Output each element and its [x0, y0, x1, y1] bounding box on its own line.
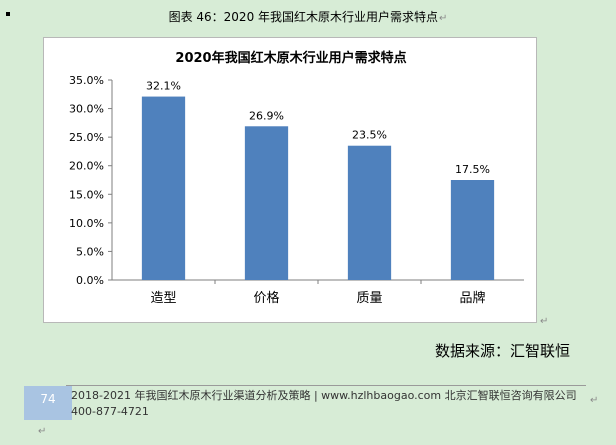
x-tick-label: 质量: [356, 291, 382, 306]
data-label: 32.1%: [146, 80, 181, 93]
page-number: 74: [40, 392, 56, 406]
bar: [141, 96, 186, 280]
y-tick-label: 25.0%: [69, 131, 104, 144]
data-source: 数据来源：汇智联恒: [434, 342, 570, 360]
bar: [244, 126, 289, 281]
y-tick-label: 5.0%: [76, 245, 104, 258]
y-tick-label: 20.0%: [69, 160, 104, 173]
paragraph-mark: ↵: [540, 316, 549, 327]
footer-divider: [66, 385, 586, 386]
data-label: 26.9%: [249, 109, 284, 122]
chart-title: 2020年我国红木原木行业用户需求特点: [175, 50, 406, 66]
caption-text: 图表 46：2020 年我国红木原木行业用户需求特点: [168, 10, 439, 24]
paragraph-mark: ↵: [38, 426, 47, 437]
y-tick-label: 0.0%: [76, 274, 104, 287]
y-tick-label: 10.0%: [69, 217, 104, 230]
figure-caption: 图表 46：2020 年我国红木原木行业用户需求特点↵: [0, 8, 616, 25]
x-tick-label: 品牌: [459, 290, 485, 306]
paragraph-mark: ↵: [590, 395, 599, 406]
chart-frame: 2020年我国红木原木行业用户需求特点 0.0% 5.0% 10.0% 15.0% 20.…: [43, 37, 537, 323]
y-tick-label: 30.0%: [69, 103, 104, 116]
bar-chart: 2020年我国红木原木行业用户需求特点 0.0% 5.0% 10.0% 15.0% 20.…: [69, 50, 524, 306]
paragraph-mark: ↵: [439, 13, 448, 24]
bar: [450, 180, 495, 280]
footer-text: 2018-2021 年我国红木原木行业渠道分析及策略 | www.hzlhbao…: [71, 389, 577, 418]
data-label: 23.5%: [352, 129, 387, 142]
bar: [347, 145, 392, 280]
page-number-box: [24, 386, 72, 420]
x-tick-label: 价格: [253, 290, 279, 306]
y-tick-label: 15.0%: [69, 188, 104, 201]
data-label: 17.5%: [455, 163, 490, 176]
y-tick-label: 35.0%: [69, 74, 104, 87]
list-bullet: [6, 12, 10, 16]
x-tick-label: 造型: [150, 291, 176, 306]
